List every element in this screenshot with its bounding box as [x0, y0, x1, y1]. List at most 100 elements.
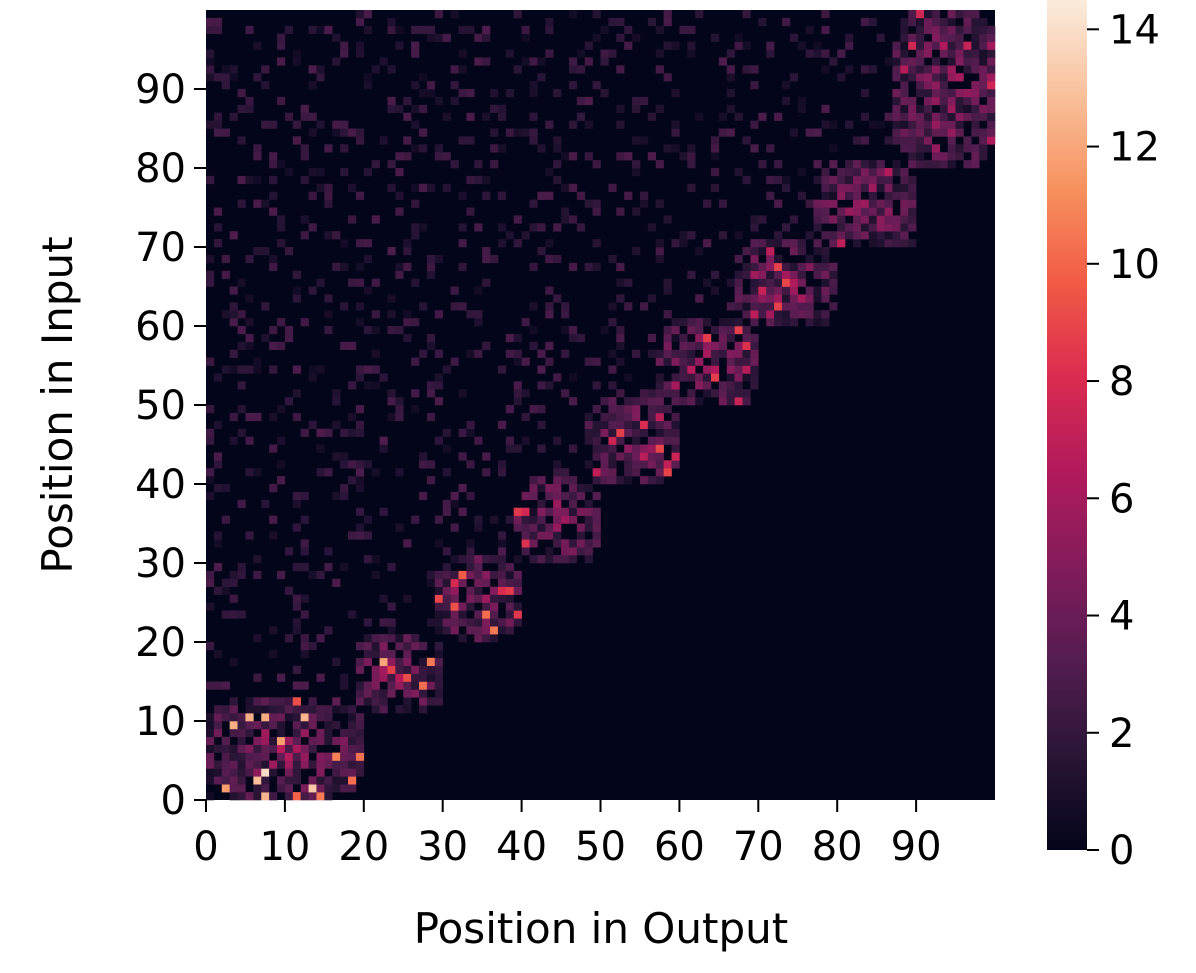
heatmap-cell — [363, 642, 372, 651]
heatmap-cell — [261, 776, 270, 785]
heatmap-cell — [308, 286, 317, 295]
heatmap-cell — [718, 326, 728, 335]
heatmap-cell — [718, 341, 728, 350]
heatmap-cell — [655, 49, 664, 58]
heatmap-cell — [624, 373, 633, 382]
heatmap-cell — [482, 33, 491, 42]
heatmap-cell — [829, 302, 838, 311]
heatmap-cell — [490, 586, 499, 595]
heatmap-cell — [726, 49, 735, 58]
heatmap-cell — [821, 310, 830, 319]
heatmap-cell — [253, 760, 262, 769]
heatmap-cell — [458, 302, 467, 311]
heatmap-cell — [355, 507, 365, 516]
heatmap-cell — [292, 618, 301, 627]
heatmap-cell — [426, 578, 436, 587]
heatmap-cell — [332, 705, 341, 714]
heatmap-cell — [923, 136, 933, 145]
heatmap-cell — [300, 610, 309, 619]
heatmap-cell — [292, 681, 301, 690]
heatmap-cell — [742, 294, 751, 303]
heatmap-cell — [710, 389, 720, 398]
heatmap-cell — [300, 428, 309, 437]
heatmap-cell — [269, 412, 278, 422]
heatmap-cell — [868, 223, 877, 232]
heatmap-cell — [371, 381, 380, 390]
heatmap-cell — [458, 262, 467, 271]
heatmap-cell — [979, 73, 988, 82]
heatmap-cell — [584, 420, 593, 429]
heatmap-cell — [434, 610, 443, 619]
heatmap-cell — [466, 586, 475, 595]
heatmap-cell — [845, 41, 854, 50]
heatmap-cell — [750, 357, 759, 366]
heatmap-cell — [837, 49, 846, 58]
heatmap-cell — [758, 112, 767, 121]
heatmap-cell — [671, 436, 680, 445]
heatmap-cell — [616, 278, 625, 287]
heatmap-cell — [545, 239, 554, 248]
x-tick-label: 50 — [575, 824, 626, 870]
heatmap-cell — [348, 744, 357, 753]
heatmap-cell — [355, 420, 365, 429]
heatmap-cell — [561, 476, 570, 485]
heatmap-cell — [963, 41, 972, 50]
heatmap-cell — [963, 17, 972, 27]
heatmap-cell — [474, 349, 483, 358]
heatmap-cell — [750, 341, 759, 350]
heatmap-cell — [419, 104, 428, 113]
heatmap-cell — [316, 120, 325, 129]
heatmap-cell — [521, 318, 530, 327]
heatmap-cell — [308, 721, 317, 730]
heatmap-cell — [695, 247, 704, 256]
heatmap-cell — [505, 578, 515, 587]
heatmap-cell — [710, 286, 720, 295]
heatmap-cell — [426, 618, 436, 627]
heatmap-cell — [284, 752, 294, 761]
heatmap-cell — [813, 175, 822, 185]
heatmap-cell — [458, 618, 467, 627]
heatmap-cell — [781, 294, 791, 303]
heatmap-cell — [316, 444, 325, 453]
heatmap-cell — [789, 33, 799, 42]
heatmap-cell — [229, 349, 238, 358]
heatmap-cell — [710, 168, 720, 177]
heatmap-cell — [458, 191, 467, 200]
heatmap-cell — [269, 341, 278, 350]
heatmap-cell — [892, 215, 901, 224]
heatmap-cell — [284, 768, 294, 777]
heatmap-cell — [632, 104, 641, 113]
heatmap-cell — [458, 610, 467, 619]
heatmap-cell — [229, 231, 238, 240]
heatmap-cell — [316, 278, 325, 287]
heatmap-cell — [553, 555, 562, 564]
heatmap-cell — [395, 634, 404, 643]
heatmap-cell — [363, 634, 372, 643]
heatmap-cell — [908, 160, 917, 169]
heatmap-cell — [734, 41, 743, 50]
heatmap-cell — [505, 405, 515, 414]
heatmap-cell — [379, 673, 388, 682]
heatmap-cell — [537, 499, 546, 508]
heatmap-cell — [600, 57, 609, 66]
heatmap-cell — [261, 744, 270, 753]
heatmap-cell — [213, 73, 223, 82]
heatmap-cell — [789, 128, 799, 137]
heatmap-cell — [537, 223, 546, 232]
heatmap-cell — [434, 642, 443, 651]
heatmap-cell — [592, 523, 601, 532]
heatmap-cell — [300, 634, 309, 643]
heatmap-cell — [284, 586, 294, 595]
heatmap-cell — [277, 33, 286, 42]
heatmap-cell — [237, 792, 246, 801]
heatmap-cell — [955, 152, 964, 161]
heatmap-cell — [308, 713, 317, 722]
heatmap-cell — [300, 784, 309, 793]
heatmap-cell — [379, 57, 388, 66]
heatmap-cell — [584, 555, 593, 564]
heatmap-cell — [955, 104, 964, 113]
heatmap-cell — [671, 120, 680, 129]
heatmap-cell — [513, 239, 522, 248]
heatmap-cell — [868, 239, 877, 248]
heatmap-cell — [710, 341, 720, 350]
